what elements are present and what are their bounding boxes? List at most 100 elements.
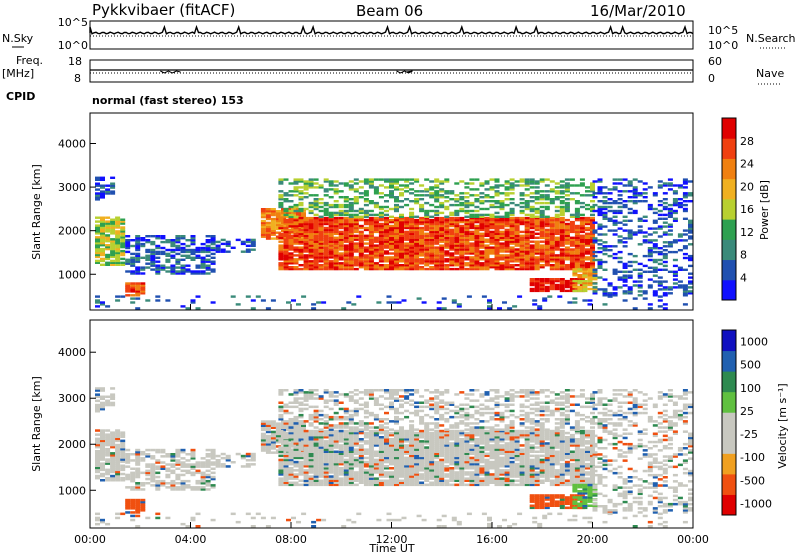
power-cell — [582, 272, 588, 275]
power-cell — [358, 180, 364, 183]
power-cell — [449, 252, 455, 255]
power-cell — [579, 278, 585, 281]
velocity-cell — [343, 477, 349, 480]
velocity-cell — [100, 437, 105, 441]
power-cell — [559, 207, 565, 211]
power-cell — [404, 244, 410, 247]
power-cell — [328, 252, 334, 255]
power-cell — [494, 205, 500, 209]
power-cell — [368, 242, 374, 245]
power-cell — [293, 186, 299, 189]
power-cell — [449, 238, 455, 241]
power-cell — [444, 232, 450, 235]
power-cell — [288, 200, 294, 203]
power-cell — [318, 260, 324, 263]
power-cell — [487, 307, 492, 310]
power-cell — [298, 180, 304, 183]
velocity-cell — [449, 444, 455, 447]
power-cell — [564, 182, 570, 185]
power-cell — [105, 263, 111, 266]
power-cell — [293, 178, 299, 181]
power-cell — [534, 264, 540, 267]
power-cell — [464, 230, 470, 234]
power-cell — [627, 286, 633, 289]
velocity-cell — [333, 465, 339, 468]
velocity-cell — [145, 469, 151, 473]
power-cell — [110, 255, 116, 259]
velocity-cell — [353, 479, 359, 482]
power-cell — [394, 260, 399, 263]
velocity-cell — [333, 475, 339, 478]
power-cell — [434, 178, 440, 181]
velocity-cell — [409, 456, 415, 460]
power-cell — [504, 230, 510, 234]
power-cell — [394, 178, 399, 181]
velocity-cell — [424, 467, 430, 470]
power-cell — [524, 218, 530, 222]
power-cell — [602, 207, 608, 211]
power-colorbar-swatch — [722, 138, 736, 159]
power-cell — [682, 284, 688, 287]
velocity-cell — [333, 473, 339, 476]
velocity-cell — [368, 436, 374, 439]
power-cell — [135, 240, 141, 244]
power-cell — [577, 279, 583, 283]
power-cell — [95, 196, 100, 199]
power-cell — [195, 295, 201, 298]
velocity-cell — [313, 448, 319, 451]
velocity-cell — [378, 444, 384, 447]
power-cell — [323, 250, 329, 253]
power-cell — [353, 226, 359, 230]
power-cell — [587, 276, 593, 279]
power-cell — [175, 246, 181, 250]
power-cell — [389, 226, 394, 230]
power-cell — [509, 238, 515, 241]
power-cell — [125, 235, 131, 238]
power-cell — [318, 186, 324, 189]
power-cell — [283, 194, 289, 197]
power-cell — [205, 272, 211, 275]
velocity-cell — [318, 450, 324, 453]
power-cell — [155, 252, 161, 256]
power-cell — [368, 230, 374, 234]
power-cell — [569, 220, 575, 224]
velocity-cell — [489, 462, 495, 466]
velocity-cell — [100, 389, 105, 392]
power-cell — [559, 196, 565, 199]
power-cell — [200, 262, 206, 265]
velocity-cell — [298, 473, 304, 476]
velocity-cell — [95, 458, 100, 461]
velocity-cell — [424, 438, 430, 441]
velocity-cell — [303, 450, 309, 453]
power-cell — [110, 242, 116, 245]
power-cell — [429, 240, 435, 243]
power-cell — [434, 230, 440, 234]
velocity-cell — [439, 452, 445, 455]
velocity-cell — [414, 446, 420, 449]
velocity-cell — [328, 481, 334, 484]
power-cell — [363, 190, 369, 193]
velocity-cell — [419, 462, 425, 466]
power-cell — [612, 215, 618, 218]
power-ylabel: Slant Range [km] — [30, 164, 43, 260]
power-cell — [519, 201, 525, 205]
power-cell — [504, 262, 510, 265]
velocity-cell — [100, 450, 105, 453]
power-cell — [175, 260, 181, 263]
power-cell — [602, 211, 608, 215]
velocity-cell — [439, 483, 445, 487]
power-cell — [140, 288, 146, 291]
velocity-cell — [484, 442, 490, 445]
power-cell — [494, 215, 500, 218]
power-cell — [494, 246, 500, 249]
power-cell — [409, 216, 415, 220]
power-cell — [672, 209, 678, 213]
velocity-cell — [419, 475, 425, 478]
velocity-cell — [348, 433, 354, 437]
power-cell — [288, 216, 294, 220]
power-cell — [394, 250, 399, 253]
power-cell — [155, 270, 161, 273]
power-cell — [363, 215, 369, 218]
power-cell — [579, 224, 585, 228]
velocity-cell — [479, 469, 485, 472]
